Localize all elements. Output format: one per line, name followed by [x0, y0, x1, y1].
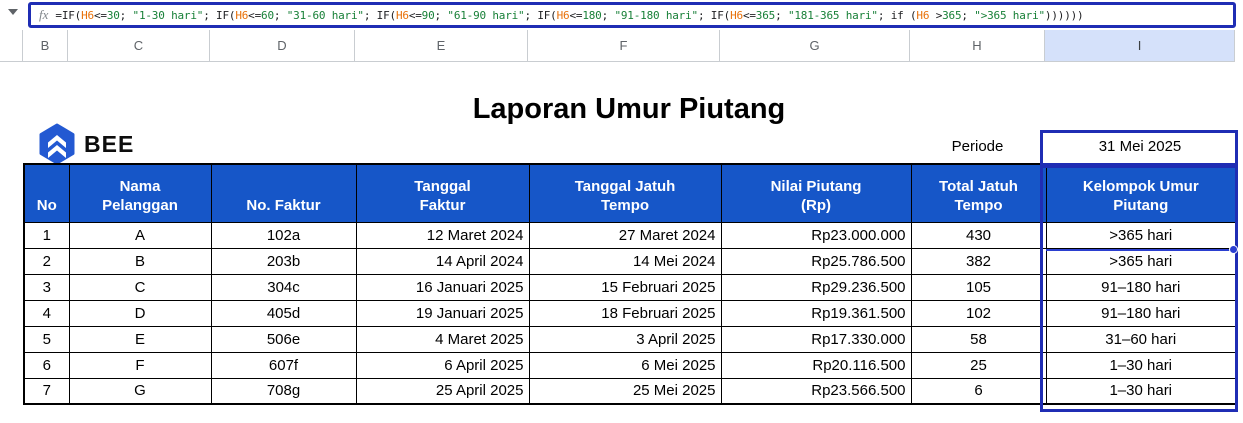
cell-no-faktur[interactable]: 708g: [210, 377, 357, 405]
column-header-g[interactable]: G: [720, 30, 910, 62]
cell-no-faktur[interactable]: 102a: [210, 221, 357, 249]
cell-tanggal-faktur[interactable]: 16 Januari 2025: [355, 273, 530, 301]
column-header-b[interactable]: B: [23, 30, 68, 62]
header-no-faktur[interactable]: No. Faktur: [210, 163, 357, 223]
cell-no-faktur[interactable]: 607f: [210, 351, 357, 379]
cell-total-jatuh-tempo[interactable]: 58: [910, 325, 1047, 353]
fill-handle[interactable]: [1229, 245, 1238, 254]
cell-kelompok-umur[interactable]: >365 hari: [1045, 221, 1237, 249]
cell-total-jatuh-tempo[interactable]: 25: [910, 351, 1047, 379]
cell-kelompok-umur[interactable]: 1–30 hari: [1045, 377, 1237, 405]
cell-no[interactable]: 6: [23, 351, 70, 379]
header-tanggal-faktur[interactable]: Tanggal Faktur: [355, 163, 530, 223]
cell-kelompok-umur[interactable]: 31–60 hari: [1045, 325, 1237, 353]
table-row: 5 E 506e 4 Maret 2025 3 April 2025 Rp17.330.0…: [23, 325, 1237, 353]
cell-no[interactable]: 3: [23, 273, 70, 301]
column-header-h[interactable]: H: [910, 30, 1045, 62]
cell-tanggal-faktur[interactable]: 25 April 2025: [355, 377, 530, 405]
bee-logo: BEE: [38, 123, 134, 165]
column-header-i[interactable]: I: [1045, 30, 1235, 62]
cell-no-faktur[interactable]: 304c: [210, 273, 357, 301]
periode-label-cell[interactable]: Periode: [951, 138, 1004, 155]
column-header-c[interactable]: C: [68, 30, 210, 62]
cell-total-jatuh-tempo[interactable]: 102: [910, 299, 1047, 327]
table-row: 6 F 607f 6 April 2025 6 Mei 2025 Rp20.116.500…: [23, 351, 1237, 379]
fx-icon: fx: [39, 7, 49, 22]
bee-logo-text: BEE: [84, 130, 135, 157]
cell-nama-pelanggan[interactable]: C: [68, 273, 212, 301]
cell-tanggal-faktur[interactable]: 19 Januari 2025: [355, 299, 530, 327]
cell-kelompok-umur[interactable]: >365 hari: [1045, 247, 1237, 275]
cell-tanggal-jatuh-tempo[interactable]: 15 Februari 2025: [528, 273, 722, 301]
bee-hexagon-icon: [39, 123, 75, 165]
table-header-row: No Nama Pelanggan No. Faktur Tanggal Faktur…: [23, 163, 1237, 223]
cell-no[interactable]: 5: [23, 325, 70, 353]
formula-input[interactable]: fx =IF(H6<=30; "1-30 hari"; IF(H6<=60; "…: [28, 2, 1236, 28]
report-title-cell[interactable]: Laporan Umur Piutang: [472, 93, 786, 125]
cell-tanggal-jatuh-tempo[interactable]: 25 Mei 2025: [528, 377, 722, 405]
cell-tanggal-jatuh-tempo[interactable]: 3 April 2025: [528, 325, 722, 353]
header-tanggal-jatuh-tempo[interactable]: Tanggal Jatuh Tempo: [528, 163, 722, 223]
table-row: 1 A 102a 12 Maret 2024 27 Maret 2024 Rp23.000…: [23, 221, 1237, 249]
cell-nilai-piutang[interactable]: Rp19.361.500: [720, 299, 912, 327]
header-no[interactable]: No: [23, 163, 70, 223]
table-row: 7 G 708g 25 April 2025 25 Mei 2025 Rp23.566.5…: [23, 377, 1237, 405]
cell-nama-pelanggan[interactable]: E: [68, 325, 212, 353]
cell-tanggal-jatuh-tempo[interactable]: 18 Februari 2025: [528, 299, 722, 327]
header-total-jatuh-tempo[interactable]: Total Jatuh Tempo: [910, 163, 1047, 223]
cell-no-faktur[interactable]: 203b: [210, 247, 357, 275]
header-kelompok-umur-piutang[interactable]: Kelompok Umur Piutang: [1045, 163, 1237, 223]
cell-nilai-piutang[interactable]: Rp17.330.000: [720, 325, 912, 353]
table-row: 2 B 203b 14 April 2024 14 Mei 2024 Rp25.786.5…: [23, 247, 1237, 275]
active-cell-border: [1046, 249, 1235, 251]
cell-tanggal-faktur[interactable]: 12 Maret 2024: [355, 221, 530, 249]
cell-nama-pelanggan[interactable]: F: [68, 351, 212, 379]
cell-tanggal-jatuh-tempo[interactable]: 14 Mei 2024: [528, 247, 722, 275]
cell-no[interactable]: 7: [23, 377, 70, 405]
cell-total-jatuh-tempo[interactable]: 105: [910, 273, 1047, 301]
cell-tanggal-faktur[interactable]: 6 April 2025: [355, 351, 530, 379]
cell-nilai-piutang[interactable]: Rp23.000.000: [720, 221, 912, 249]
cell-tanggal-jatuh-tempo[interactable]: 27 Maret 2024: [528, 221, 722, 249]
cell-no-faktur[interactable]: 405d: [210, 299, 357, 327]
cell-nama-pelanggan[interactable]: B: [68, 247, 212, 275]
cell-tanggal-faktur[interactable]: 14 April 2024: [355, 247, 530, 275]
cell-no[interactable]: 2: [23, 247, 70, 275]
column-header-d[interactable]: D: [210, 30, 355, 62]
cell-kelompok-umur[interactable]: 91–180 hari: [1045, 273, 1237, 301]
cell-total-jatuh-tempo[interactable]: 382: [910, 247, 1047, 275]
cell-total-jatuh-tempo[interactable]: 6: [910, 377, 1047, 405]
column-header-a-partial[interactable]: [0, 30, 23, 62]
header-nama-pelanggan[interactable]: Nama Pelanggan: [68, 163, 212, 223]
cell-nilai-piutang[interactable]: Rp20.116.500: [720, 351, 912, 379]
header-nilai-piutang[interactable]: Nilai Piutang (Rp): [720, 163, 912, 223]
formula-text[interactable]: =IF(H6<=30; "1-30 hari"; IF(H6<=60; "31-…: [55, 8, 1084, 22]
aging-report-table: No Nama Pelanggan No. Faktur Tanggal Faktur…: [23, 163, 1237, 405]
cell-tanggal-faktur[interactable]: 4 Maret 2025: [355, 325, 530, 353]
cell-tanggal-jatuh-tempo[interactable]: 6 Mei 2025: [528, 351, 722, 379]
cell-nama-pelanggan[interactable]: D: [68, 299, 212, 327]
cell-nama-pelanggan[interactable]: A: [68, 221, 212, 249]
formula-bar-dropdown-icon[interactable]: [8, 9, 18, 15]
cell-nilai-piutang[interactable]: Rp29.236.500: [720, 273, 912, 301]
cell-no[interactable]: 1: [23, 221, 70, 249]
cell-kelompok-umur[interactable]: 1–30 hari: [1045, 351, 1237, 379]
table-row: 3 C 304c 16 Januari 2025 15 Februari 2025 Rp2…: [23, 273, 1237, 301]
cell-no[interactable]: 4: [23, 299, 70, 327]
periode-value-cell[interactable]: 31 Mei 2025: [1098, 138, 1182, 155]
cell-kelompok-umur[interactable]: 91–180 hari: [1045, 299, 1237, 327]
cell-nilai-piutang[interactable]: Rp25.786.500: [720, 247, 912, 275]
column-header-f[interactable]: F: [528, 30, 720, 62]
cell-total-jatuh-tempo[interactable]: 430: [910, 221, 1047, 249]
cell-no-faktur[interactable]: 506e: [210, 325, 357, 353]
formula-bar: fx =IF(H6<=30; "1-30 hari"; IF(H6<=60; "…: [0, 0, 1243, 30]
cell-nilai-piutang[interactable]: Rp23.566.500: [720, 377, 912, 405]
cell-nama-pelanggan[interactable]: G: [68, 377, 212, 405]
column-header-e[interactable]: E: [355, 30, 528, 62]
table-row: 4 D 405d 19 Januari 2025 18 Februari 2025 Rp1…: [23, 299, 1237, 327]
